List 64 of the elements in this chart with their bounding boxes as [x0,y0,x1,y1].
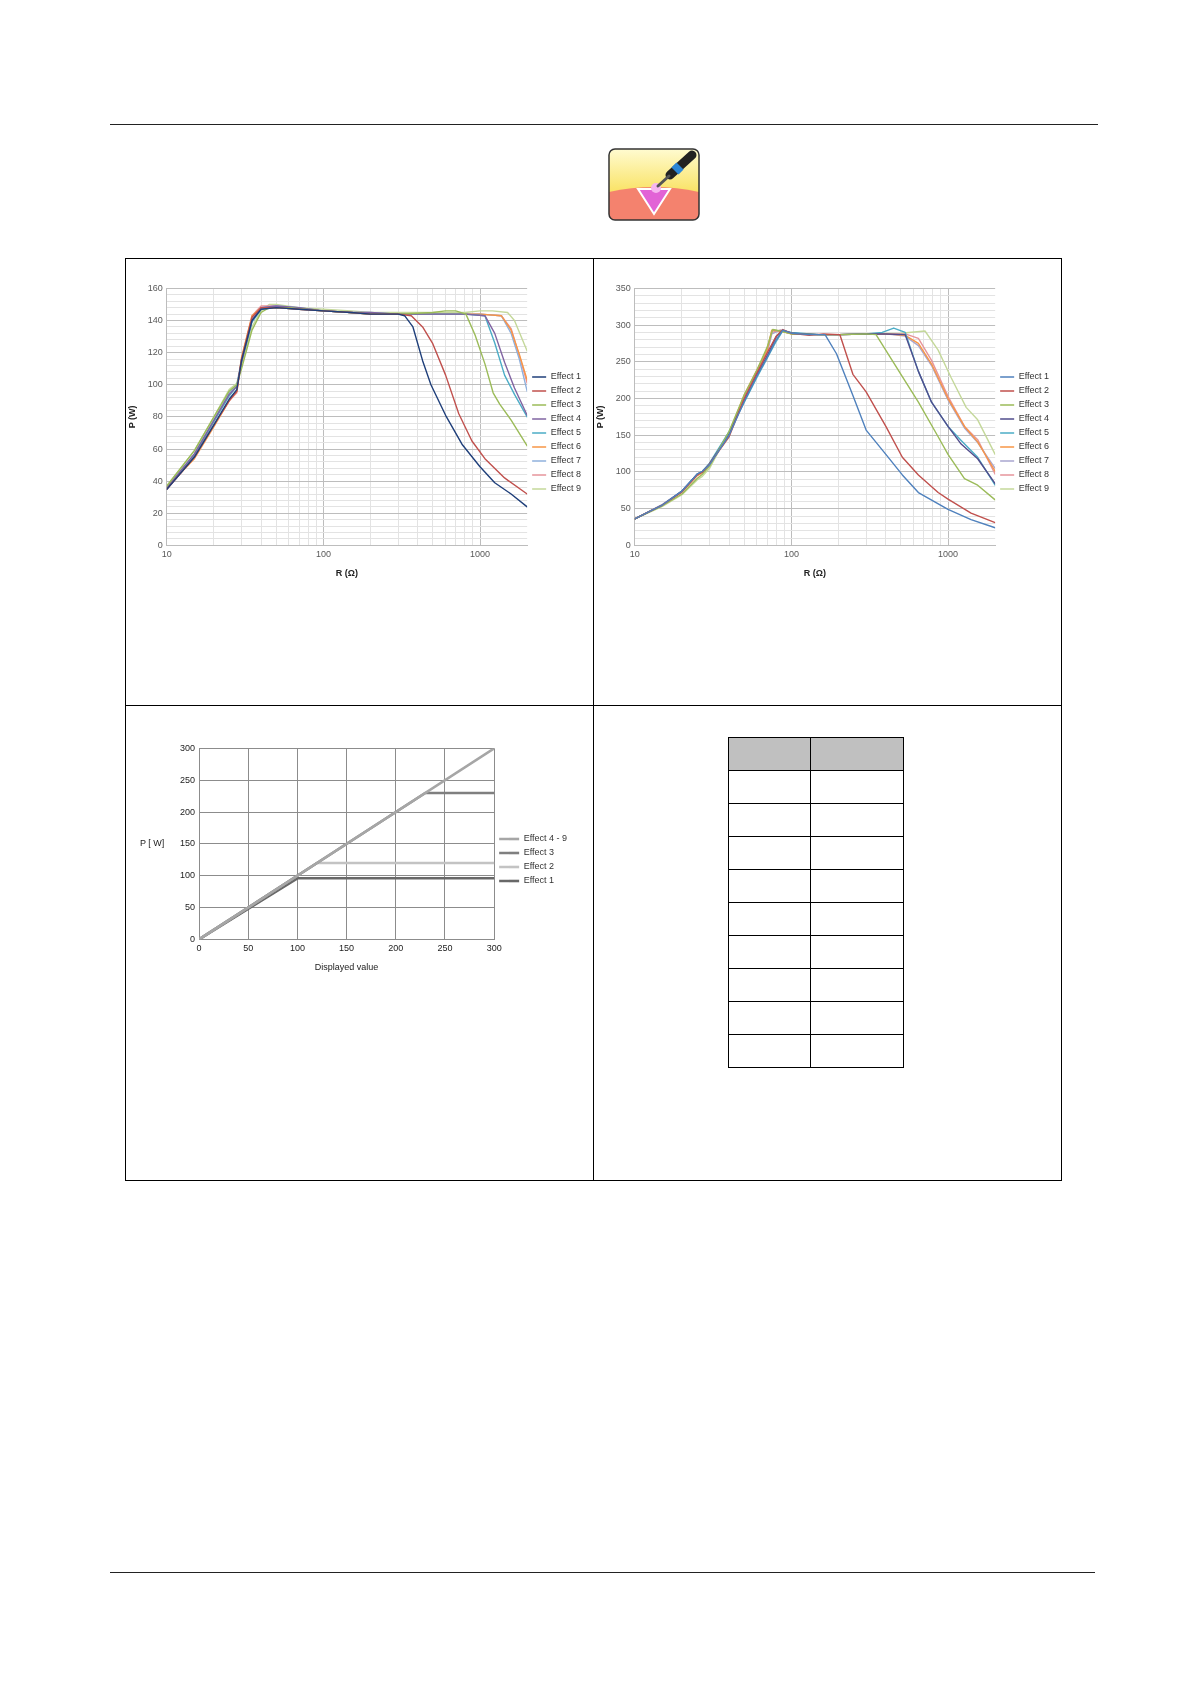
y-axis-title: P (W) [594,405,605,429]
y-tick-label: 350 [615,282,631,293]
legend-label: Effect 2 [523,861,554,872]
y-tick-label: 0 [190,933,196,944]
x-tick-label: 100 [315,549,331,560]
y-tick-label: 200 [615,393,631,404]
y-tick-label: 100 [179,870,196,881]
legend-label: Effect 2 [1018,385,1050,396]
y-tick-label: 40 [152,475,163,486]
y-tick-label: 250 [615,356,631,367]
legend-label: Effect 1 [550,371,582,382]
y-tick-label: 80 [152,411,163,422]
legend-label: Effect 3 [1018,399,1050,410]
legend-label: Effect 7 [1018,455,1050,466]
y-tick-label: 120 [147,347,163,358]
x-tick-label: 250 [437,943,453,954]
legend-label: Effect 7 [550,455,582,466]
legend-label: Effect 8 [1018,469,1050,480]
y-tick-label: 50 [620,503,631,514]
legend-label: Effect 9 [550,483,582,494]
legend-label: Effect 4 [550,413,582,424]
y-tick-label: 140 [147,315,163,326]
legend-label: Effect 1 [1018,371,1050,382]
x-tick-label: 10 [629,549,640,560]
y-axis-title: P (W) [126,405,137,429]
legend-label: Effect 4 [1018,413,1050,424]
y-tick-label: 160 [147,282,163,293]
x-tick-label: 100 [289,943,305,954]
legend-label: Effect 4 - 9 [523,833,567,844]
legend-label: Effect 1 [523,875,554,886]
legend-label: Effect 9 [1018,483,1050,494]
legend-label: Effect 6 [550,441,582,452]
x-axis-title: R (Ω) [335,568,359,579]
y-tick-label: 200 [179,806,196,817]
y-axis-title: P [ W] [140,838,165,849]
y-tick-label: 300 [615,319,631,330]
y-tick-label: 300 [179,742,196,753]
legend-label: Effect 2 [550,385,582,396]
x-tick-label: 150 [339,943,355,954]
legend-label: Effect 6 [1018,441,1050,452]
y-tick-label: 0 [625,539,631,550]
x-tick-label: 300 [486,943,502,954]
y-tick-label: 60 [152,443,163,454]
x-tick-label: 10 [161,549,172,560]
y-tick-label: 250 [179,774,196,785]
x-tick-label: 1000 [937,549,959,560]
y-tick-label: 20 [152,507,163,518]
x-tick-label: 1000 [469,549,491,560]
y-tick-label: 50 [185,902,196,913]
y-tick-label: 0 [157,539,163,550]
x-tick-label: 50 [243,943,254,954]
y-tick-label: 100 [147,379,163,390]
x-axis-title: R (Ω) [803,568,827,579]
legend-label: Effect 5 [550,427,582,438]
y-tick-label: 100 [615,466,631,477]
y-tick-label: 150 [179,838,196,849]
legend-label: Effect 3 [550,399,582,410]
x-tick-label: 200 [388,943,404,954]
x-tick-label: 100 [783,549,799,560]
legend-label: Effect 8 [550,469,582,480]
x-axis-title: Displayed value [314,962,379,973]
legend-label: Effect 3 [523,847,554,858]
legend-label: Effect 5 [1018,427,1050,438]
y-tick-label: 150 [615,429,631,440]
